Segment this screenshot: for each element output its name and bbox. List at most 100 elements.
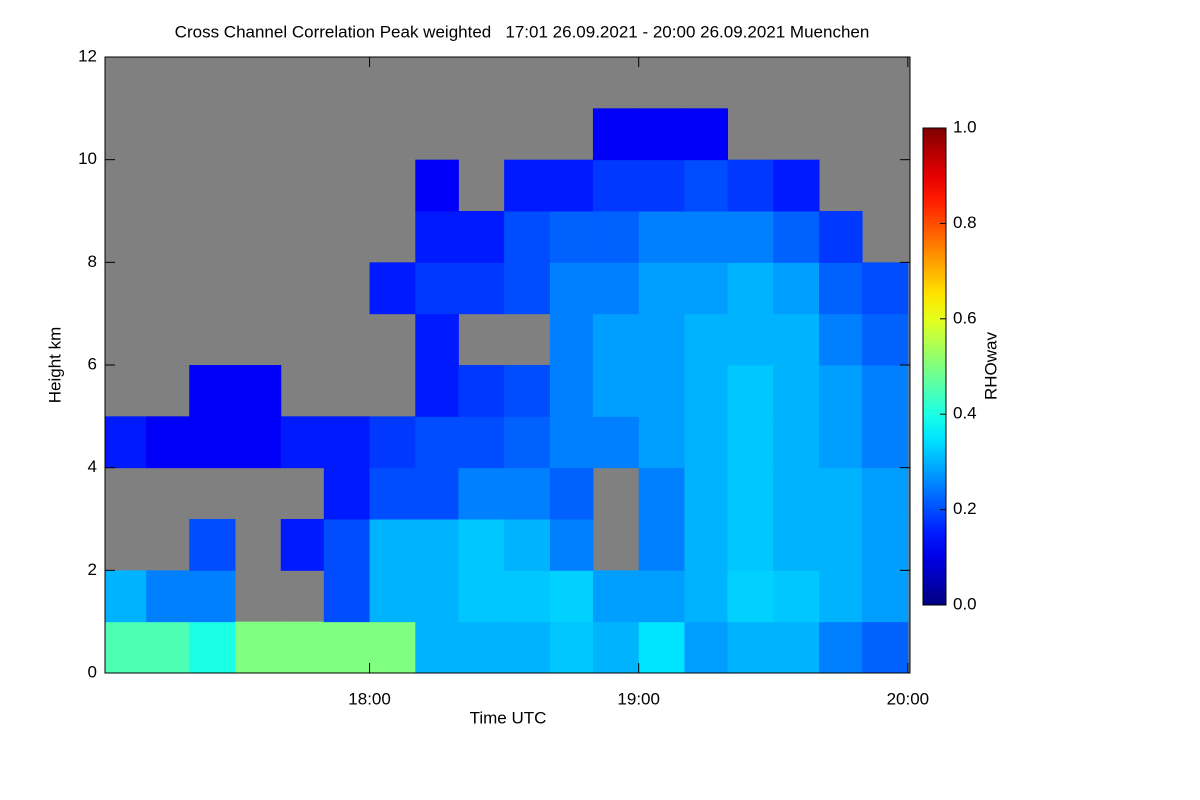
heatmap-cell	[323, 467, 371, 520]
heatmap-cell	[773, 416, 820, 469]
heatmap-cell	[369, 519, 416, 571]
heatmap-cell	[146, 570, 190, 623]
heatmap-cell	[638, 467, 685, 520]
heatmap-cell	[592, 416, 640, 469]
heatmap-cell	[234, 416, 282, 469]
heatmap-cell	[458, 570, 505, 623]
colorbar-tick-label: 0.8	[953, 213, 977, 232]
heatmap-cell	[549, 313, 594, 366]
heatmap-cell	[862, 621, 909, 673]
heatmap-cell	[280, 519, 325, 571]
heatmap	[105, 108, 909, 673]
heatmap-cell	[504, 211, 551, 263]
heatmap-cell	[189, 621, 236, 673]
heatmap-cell	[146, 416, 190, 469]
heatmap-cell	[549, 416, 594, 469]
heatmap-cell	[458, 519, 505, 571]
heatmap-cell	[323, 621, 371, 673]
y-tick-label: 6	[88, 354, 97, 373]
heatmap-cell	[504, 467, 551, 520]
heatmap-cell	[638, 159, 685, 212]
colorbar	[922, 127, 947, 606]
colorbar-tick-label: 1.0	[953, 117, 977, 136]
heatmap-cell	[638, 621, 685, 673]
heatmap-cell	[549, 211, 594, 263]
colorbar-label: RHOwav	[981, 331, 1000, 400]
heatmap-cell	[504, 365, 551, 417]
heatmap-cell	[189, 365, 236, 417]
heatmap-cell	[819, 365, 863, 417]
heatmap-cell	[862, 313, 909, 366]
heatmap-cell	[773, 313, 820, 366]
heatmap-cell	[773, 365, 820, 417]
heatmap-cell	[819, 467, 863, 520]
y-tick-label: 8	[88, 252, 97, 271]
heatmap-cell	[504, 262, 551, 315]
heatmap-cell	[684, 365, 729, 417]
heatmap-cell	[592, 621, 640, 673]
heatmap-cell	[592, 108, 640, 161]
heatmap-cell	[105, 570, 147, 623]
colorbar-tick-label: 0.2	[953, 499, 977, 518]
heatmap-cell	[504, 159, 551, 212]
x-tick-label: 19:00	[617, 689, 660, 708]
heatmap-cell	[189, 570, 236, 623]
heatmap-cell	[415, 519, 459, 571]
heatmap-cell	[684, 570, 729, 623]
heatmap-cell	[504, 519, 551, 571]
heatmap-cell	[549, 365, 594, 417]
heatmap-cell	[727, 570, 774, 623]
heatmap-cell	[862, 262, 909, 315]
heatmap-cell	[684, 262, 729, 315]
colorbar-tick-label: 0.0	[953, 594, 977, 613]
heatmap-cell	[504, 570, 551, 623]
heatmap-cell	[862, 467, 909, 520]
heatmap-cell	[189, 519, 236, 571]
heatmap-cell	[727, 467, 774, 520]
heatmap-cell	[638, 519, 685, 571]
heatmap-cell	[415, 211, 459, 263]
heatmap-cell	[549, 159, 594, 212]
heatmap-cell	[773, 519, 820, 571]
heatmap-cell	[458, 467, 505, 520]
heatmap-cell	[684, 519, 729, 571]
heatmap-cell	[549, 570, 594, 623]
heatmap-cell	[504, 416, 551, 469]
y-tick-label: 10	[78, 149, 97, 168]
heatmap-cell	[415, 416, 459, 469]
heatmap-cell	[280, 621, 325, 673]
heatmap-cell	[819, 313, 863, 366]
heatmap-cell	[862, 416, 909, 469]
heatmap-cell	[727, 621, 774, 673]
heatmap-cell	[862, 570, 909, 623]
heatmap-cell	[415, 365, 459, 417]
heatmap-cell	[727, 519, 774, 571]
heatmap-cell	[415, 621, 459, 673]
heatmap-cell	[369, 262, 416, 315]
heatmap-cell	[773, 621, 820, 673]
heatmap-cell	[458, 262, 505, 315]
heatmap-cell	[458, 416, 505, 469]
heatmap-cell	[549, 467, 594, 520]
heatmap-cell	[415, 262, 459, 315]
heatmap-cell	[549, 519, 594, 571]
heatmap-cell	[415, 313, 459, 366]
heatmap-cell	[105, 621, 147, 673]
heatmap-cell	[638, 262, 685, 315]
heatmap-cell	[819, 519, 863, 571]
heatmap-cell	[323, 519, 371, 571]
heatmap-cell	[727, 365, 774, 417]
heatmap-cell	[105, 416, 147, 469]
heatmap-cell	[592, 313, 640, 366]
heatmap-cell	[592, 159, 640, 212]
heatmap-cell	[549, 262, 594, 315]
heatmap-cell	[819, 570, 863, 623]
x-tick-label: 20:00	[887, 689, 930, 708]
heatmap-cell	[415, 570, 459, 623]
heatmap-cell	[415, 467, 459, 520]
heatmap-cell	[638, 416, 685, 469]
y-tick-label: 2	[88, 560, 97, 579]
heatmap-cell	[638, 211, 685, 263]
x-tick-label: 18:00	[348, 689, 391, 708]
